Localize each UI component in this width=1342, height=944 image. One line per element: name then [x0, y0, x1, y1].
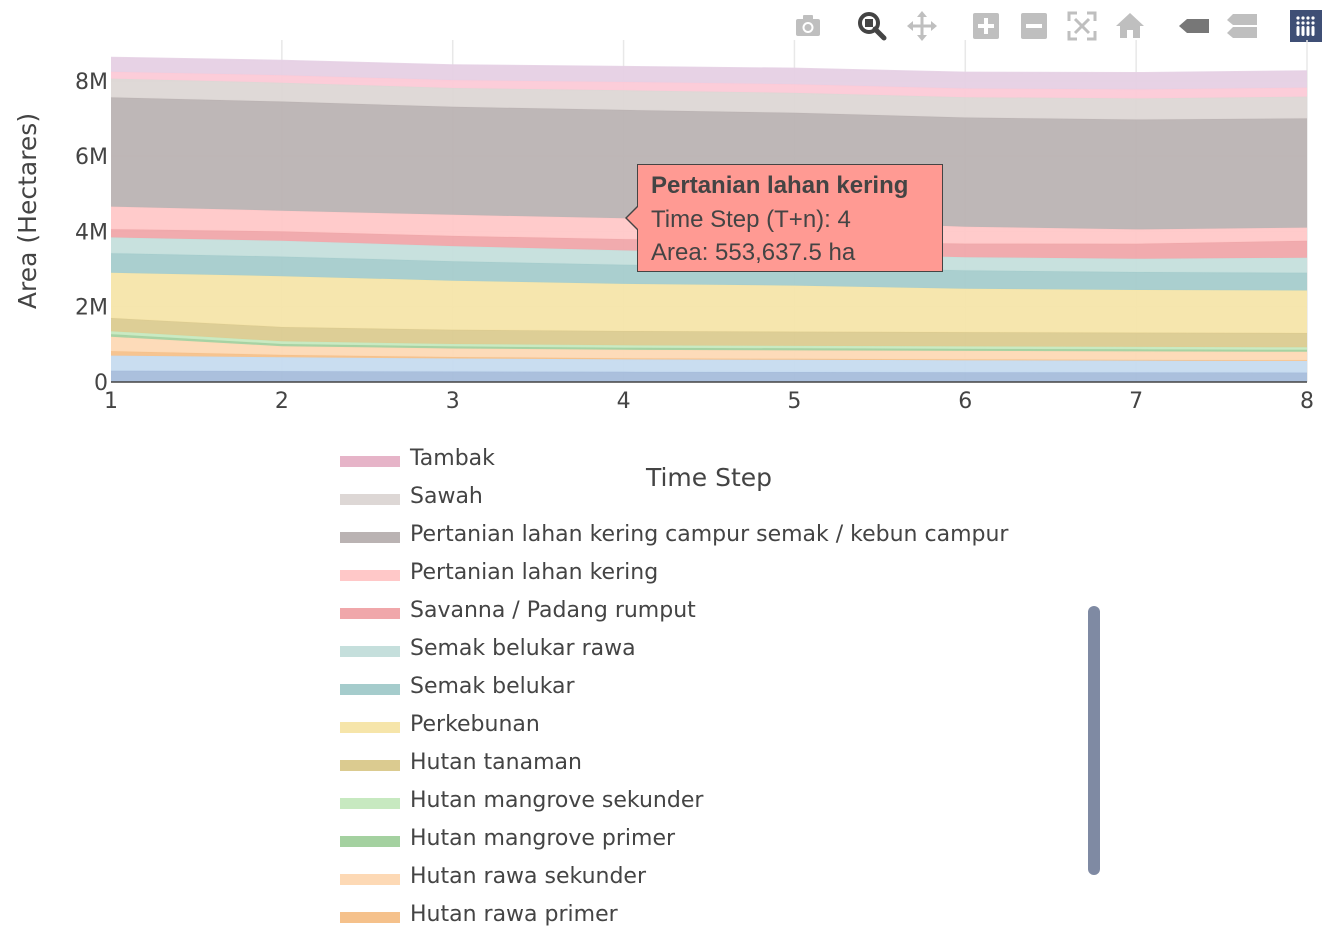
- legend-swatch: [340, 722, 400, 733]
- legend-swatch: [340, 456, 400, 467]
- area-top-layer[interactable]: [111, 57, 1307, 90]
- legend-label: Hutan rawa primer: [410, 902, 618, 927]
- legend-item[interactable]: Sawah: [338, 480, 1058, 518]
- modebar: [786, 6, 1334, 46]
- legend-item[interactable]: Pertanian lahan kering: [338, 556, 1058, 594]
- y-tick-label: 4M: [75, 220, 108, 245]
- legend-label: Hutan mangrove primer: [410, 826, 676, 851]
- legend-label: Hutan mangrove sekunder: [410, 788, 704, 813]
- legend-label: Tambak: [410, 446, 495, 471]
- legend-label: Pertanian lahan kering: [410, 560, 659, 585]
- legend-item[interactable]: Pertanian lahan kering campur semak / ke…: [338, 518, 1058, 556]
- legend-swatch: [340, 874, 400, 885]
- area-hutan-tanaman[interactable]: [111, 318, 1307, 348]
- plotly-logo-icon[interactable]: [1290, 10, 1322, 42]
- autoscale-icon[interactable]: [1066, 10, 1098, 42]
- legend-swatch: [340, 912, 400, 923]
- legend-item[interactable]: Semak belukar rawa: [338, 632, 1058, 670]
- camera-icon[interactable]: [792, 10, 824, 42]
- area-hutan-mangrove-primer[interactable]: [111, 334, 1307, 352]
- legend-swatch: [340, 532, 400, 543]
- area-base-b[interactable]: [111, 355, 1307, 373]
- y-tick-label: 2M: [75, 296, 108, 321]
- legend-item[interactable]: Hutan tanaman: [338, 746, 1058, 784]
- x-tick-label: 3: [446, 389, 460, 414]
- x-tick-label: 7: [1129, 389, 1143, 414]
- y-axis-title: Area (Hectares): [13, 113, 42, 309]
- x-tick-label: 6: [958, 389, 972, 414]
- legend-label: Hutan tanaman: [410, 750, 582, 775]
- area-hutan-rawa-sekunder[interactable]: [111, 336, 1307, 361]
- legend-item[interactable]: Tambak: [338, 442, 1058, 480]
- x-tick-label: 8: [1300, 389, 1314, 414]
- tooltip-area: Area: 553,637.5 ha: [651, 239, 856, 266]
- legend-scrollbar[interactable]: [1088, 606, 1100, 875]
- legend-label: Hutan rawa sekunder: [410, 864, 647, 889]
- legend-swatch: [340, 760, 400, 771]
- legend-item[interactable]: Semak belukar: [338, 670, 1058, 708]
- x-tick-label: 1: [104, 389, 118, 414]
- legend-label: Semak belukar rawa: [410, 636, 636, 661]
- legend-label: Semak belukar: [410, 674, 575, 699]
- legend: Tambak Sawah Pertanian lahan kering campur…: [338, 442, 1098, 944]
- legend-item[interactable]: Hutan rawa primer: [338, 898, 1058, 936]
- legend-swatch: [340, 570, 400, 581]
- home-icon[interactable]: [1114, 10, 1146, 42]
- area-pertanian-lahan-kering-campur-semak-kebun-campur[interactable]: [111, 97, 1307, 230]
- x-axis-title: Time Step: [645, 463, 772, 492]
- tooltip-title: Pertanian lahan kering: [651, 172, 909, 199]
- area-edge: [110, 330, 1308, 349]
- legend-label: Pertanian lahan kering campur semak / ke…: [410, 522, 1009, 547]
- pan-icon[interactable]: [906, 10, 938, 42]
- area-sawah[interactable]: [111, 78, 1307, 120]
- legend-swatch: [340, 798, 400, 809]
- zoom-icon[interactable]: [856, 10, 888, 42]
- legend-item[interactable]: Hutan rawa sekunder: [338, 860, 1058, 898]
- x-tick-label: 2: [275, 389, 289, 414]
- legend-item[interactable]: Savanna / Padang rumput: [338, 594, 1058, 632]
- y-axis-ticks: 0 2M 4M 6M 8M: [75, 70, 108, 396]
- y-tick-label: 6M: [75, 145, 108, 170]
- legend-swatch: [340, 836, 400, 847]
- hover-closest-icon[interactable]: [1178, 10, 1210, 42]
- legend-item[interactable]: Hutan mangrove primer: [338, 822, 1058, 860]
- area-series[interactable]: [110, 56, 1308, 383]
- tooltip-box: [637, 164, 943, 272]
- legend-swatch: [340, 646, 400, 657]
- tooltip-time-step: Time Step (T+n): 4: [651, 206, 851, 233]
- x-axis-ticks: 1 2 3 4 5 6 7 8: [104, 389, 1314, 414]
- hover-compare-icon[interactable]: [1226, 10, 1258, 42]
- zoom-in-icon[interactable]: [970, 10, 1002, 42]
- area-tambak[interactable]: [111, 71, 1307, 99]
- legend-swatch: [340, 684, 400, 695]
- y-tick-label: 8M: [75, 70, 108, 95]
- legend-item[interactable]: Hutan mangrove sekunder: [338, 784, 1058, 822]
- legend-swatch: [340, 494, 400, 505]
- area-base-a[interactable]: [111, 370, 1307, 382]
- x-tick-label: 5: [787, 389, 801, 414]
- legend-label: Savanna / Padang rumput: [410, 598, 696, 623]
- area-edge: [110, 56, 1308, 74]
- area-perkebunan[interactable]: [111, 272, 1307, 333]
- x-tick-label: 4: [617, 389, 631, 414]
- y-tick-label: 0: [94, 371, 108, 396]
- legend-item[interactable]: Perkebunan: [338, 708, 1058, 746]
- zoom-out-icon[interactable]: [1018, 10, 1050, 42]
- area-hutan-mangrove-sekunder[interactable]: [111, 331, 1307, 350]
- hover-tooltip: Pertanian lahan kering Time Step (T+n): …: [625, 164, 943, 272]
- tooltip-arrow-fill: [627, 207, 638, 229]
- legend-label: Sawah: [410, 484, 483, 509]
- legend-label: Perkebunan: [410, 712, 540, 737]
- legend-swatch: [340, 608, 400, 619]
